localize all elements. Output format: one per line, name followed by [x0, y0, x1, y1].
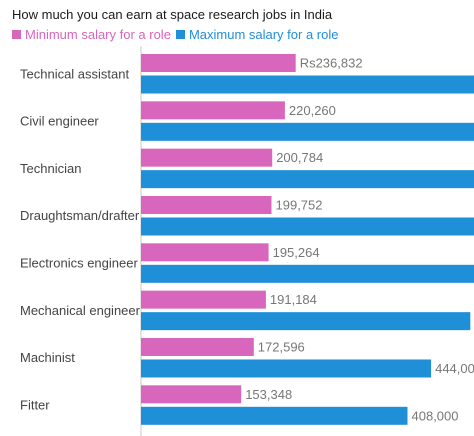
category-label: Technician: [20, 161, 81, 176]
bar-maximum-salary: [141, 264, 474, 283]
category-label: Civil engineer: [20, 114, 99, 129]
chart-title: How much you can earn at space research …: [12, 7, 333, 22]
data-label-minimum: 200,784: [276, 150, 323, 165]
data-label-minimum: Rs236,832: [300, 56, 363, 71]
legend-swatch-minimum: [12, 30, 21, 39]
bar-minimum-salary: [141, 101, 285, 120]
category-label: Mechanical engineer: [20, 303, 141, 318]
bar-maximum-salary: [141, 217, 474, 236]
bar-maximum-salary: [141, 122, 474, 141]
bar-maximum-salary: [141, 312, 471, 331]
data-label-maximum: 408,000: [412, 408, 459, 423]
bar-maximum-salary: [141, 75, 474, 94]
bar-minimum-salary: [141, 290, 266, 309]
legend-label-minimum: Minimum salary for a role: [25, 27, 171, 42]
bar-minimum-salary: [141, 54, 296, 72]
data-label-minimum: 153,348: [245, 387, 292, 402]
data-label-minimum: 220,260: [289, 103, 336, 118]
category-label: Technical assistant: [20, 66, 129, 81]
legend-item-maximum: Maximum salary for a role: [175, 27, 339, 42]
legend-item-minimum: Minimum salary for a role: [12, 27, 171, 42]
bar-minimum-salary: [141, 243, 269, 262]
legend-swatch-maximum: [175, 30, 185, 39]
bar-minimum-salary: [141, 385, 242, 404]
data-label-minimum: 172,596: [258, 339, 305, 354]
category-label: Fitter: [20, 398, 50, 413]
bar-maximum-salary: [141, 170, 474, 189]
data-label-maximum: 444,000: [435, 361, 474, 376]
category-label: Draughtsman/drafter: [20, 208, 140, 223]
bar-minimum-salary: [141, 195, 272, 214]
category-label: Electronics engineer: [20, 256, 138, 271]
data-label-minimum: 191,184: [270, 292, 317, 307]
category-label: Machinist: [20, 350, 75, 365]
bar-minimum-salary: [141, 337, 254, 356]
bar-maximum-salary: [141, 406, 408, 425]
data-label-minimum: 195,264: [273, 245, 320, 260]
bar-minimum-salary: [141, 148, 273, 167]
bar-maximum-salary: [141, 359, 432, 378]
legend: Minimum salary for a role Maximum salary…: [12, 27, 343, 42]
data-label-minimum: 199,752: [276, 197, 323, 212]
legend-label-maximum: Maximum salary for a role: [188, 27, 339, 42]
